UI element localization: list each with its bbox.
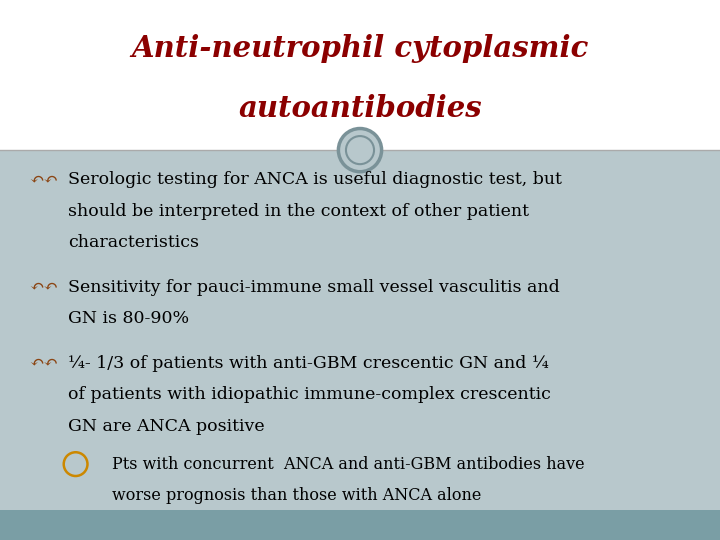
Text: ↶↶: ↶↶ <box>29 171 58 188</box>
Text: ↶↶: ↶↶ <box>29 355 58 372</box>
Text: ¼- 1/3 of patients with anti-GBM crescentic GN and ¼: ¼- 1/3 of patients with anti-GBM crescen… <box>68 355 549 372</box>
Text: autoantibodies: autoantibodies <box>238 93 482 123</box>
Text: of patients with idiopathic immune-complex crescentic: of patients with idiopathic immune-compl… <box>68 386 552 403</box>
Text: Sensitivity for pauci-immune small vessel vasculitis and: Sensitivity for pauci-immune small vesse… <box>68 279 560 296</box>
Bar <box>0 150 720 510</box>
Text: ↶↶: ↶↶ <box>29 279 58 296</box>
Text: GN is 80-90%: GN is 80-90% <box>68 310 189 327</box>
Text: characteristics: characteristics <box>68 234 199 251</box>
Bar <box>0 0 720 150</box>
Ellipse shape <box>338 129 382 172</box>
Bar <box>0 510 720 540</box>
Text: Anti-neutrophil cytoplasmic: Anti-neutrophil cytoplasmic <box>131 33 589 63</box>
Text: worse prognosis than those with ANCA alone: worse prognosis than those with ANCA alo… <box>112 487 481 504</box>
Text: should be interpreted in the context of other patient: should be interpreted in the context of … <box>68 202 529 220</box>
Text: Pts with concurrent  ANCA and anti-GBM antibodies have: Pts with concurrent ANCA and anti-GBM an… <box>112 456 584 472</box>
Text: GN are ANCA positive: GN are ANCA positive <box>68 417 265 435</box>
Text: Serologic testing for ANCA is useful diagnostic test, but: Serologic testing for ANCA is useful dia… <box>68 171 562 188</box>
